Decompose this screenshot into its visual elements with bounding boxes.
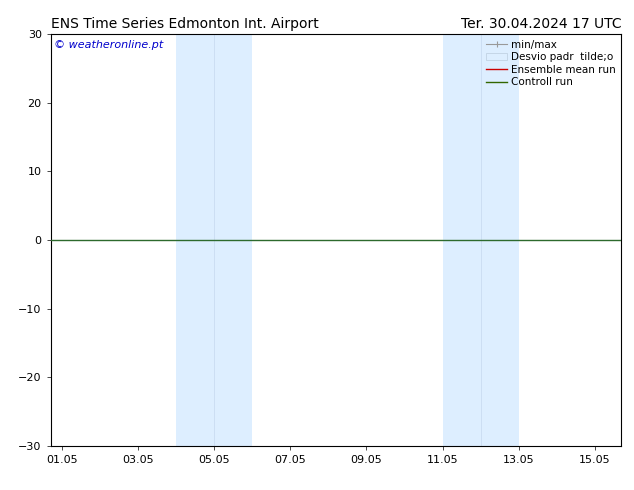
- Bar: [214, 34, 252, 446]
- Bar: [443, 34, 481, 446]
- Legend: min/max, Desvio padr  tilde;o, Ensemble mean run, Controll run: min/max, Desvio padr tilde;o, Ensemble m…: [484, 37, 618, 89]
- Text: © weatheronline.pt: © weatheronline.pt: [53, 41, 163, 50]
- Text: Ter. 30.04.2024 17 UTC: Ter. 30.04.2024 17 UTC: [461, 17, 621, 31]
- Bar: [481, 34, 519, 446]
- Text: ENS Time Series Edmonton Int. Airport: ENS Time Series Edmonton Int. Airport: [51, 17, 318, 31]
- Bar: [176, 34, 214, 446]
